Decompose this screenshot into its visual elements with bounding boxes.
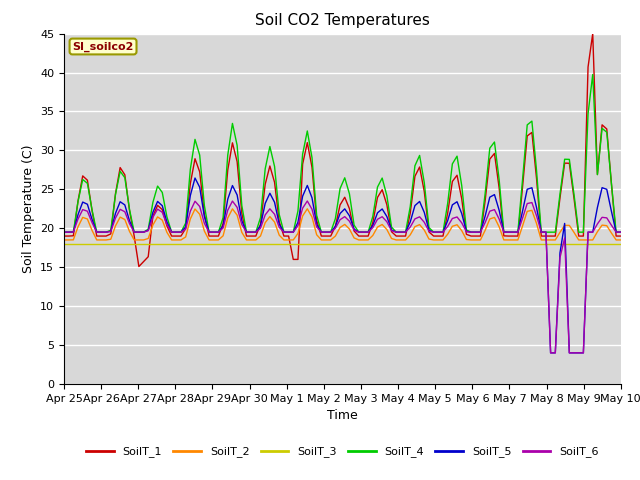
SoilT_1 [505, 233, 513, 239]
SoilT_1 [374, 194, 381, 200]
SoilT_6 [617, 229, 625, 235]
Legend: SoilT_1, SoilT_2, SoilT_3, SoilT_4, SoilT_5, SoilT_6: SoilT_1, SoilT_2, SoilT_3, SoilT_4, Soil… [81, 442, 604, 462]
SoilT_3 [177, 241, 185, 247]
Text: SI_soilco2: SI_soilco2 [72, 41, 134, 52]
SoilT_4 [444, 201, 451, 206]
Line: SoilT_6: SoilT_6 [64, 201, 621, 353]
SoilT_4 [617, 229, 625, 235]
SoilT_6 [303, 198, 311, 204]
SoilT_3 [598, 241, 606, 247]
SoilT_1 [589, 31, 596, 36]
Line: SoilT_2: SoilT_2 [64, 209, 621, 240]
SoilT_2 [177, 237, 185, 243]
SoilT_3 [210, 241, 218, 247]
SoilT_4 [369, 214, 377, 219]
Y-axis label: Soil Temperature (C): Soil Temperature (C) [22, 144, 35, 273]
SoilT_5 [214, 229, 222, 235]
SoilT_2 [60, 237, 68, 243]
SoilT_4 [603, 129, 611, 135]
Title: Soil CO2 Temperatures: Soil CO2 Temperatures [255, 13, 430, 28]
SoilT_2 [449, 223, 456, 229]
SoilT_6 [607, 222, 615, 228]
SoilT_6 [177, 229, 185, 235]
SoilT_3 [617, 241, 625, 247]
SoilT_2 [505, 237, 513, 243]
SoilT_6 [210, 229, 218, 235]
SoilT_1 [60, 233, 68, 239]
SoilT_1 [135, 264, 143, 269]
SoilT_5 [374, 210, 381, 216]
SoilT_3 [369, 241, 377, 247]
SoilT_1 [182, 226, 189, 231]
SoilT_3 [444, 241, 451, 247]
SoilT_5 [607, 208, 615, 214]
Line: SoilT_4: SoilT_4 [64, 74, 621, 232]
SoilT_5 [505, 229, 513, 235]
SoilT_2 [603, 223, 611, 228]
SoilT_4 [500, 229, 508, 235]
SoilT_6 [60, 229, 68, 235]
SoilT_5 [547, 350, 554, 356]
SoilT_6 [547, 350, 554, 356]
SoilT_6 [374, 216, 381, 222]
SoilT_4 [60, 229, 68, 235]
SoilT_3 [500, 241, 508, 247]
Line: SoilT_1: SoilT_1 [64, 34, 621, 266]
SoilT_1 [607, 181, 615, 187]
SoilT_6 [449, 216, 456, 221]
SoilT_5 [617, 229, 625, 235]
SoilT_1 [617, 233, 625, 239]
SoilT_5 [177, 229, 185, 235]
SoilT_2 [210, 237, 218, 243]
SoilT_1 [449, 179, 456, 184]
SoilT_5 [191, 175, 199, 181]
SoilT_5 [449, 202, 456, 208]
SoilT_6 [505, 229, 513, 235]
SoilT_5 [60, 229, 68, 235]
Line: SoilT_5: SoilT_5 [64, 178, 621, 353]
SoilT_4 [589, 72, 596, 77]
SoilT_2 [374, 224, 381, 230]
SoilT_2 [617, 237, 625, 243]
SoilT_2 [303, 206, 311, 212]
SoilT_3 [60, 241, 68, 247]
SoilT_1 [214, 233, 222, 239]
X-axis label: Time: Time [327, 409, 358, 422]
SoilT_4 [177, 229, 185, 235]
SoilT_4 [210, 229, 218, 235]
